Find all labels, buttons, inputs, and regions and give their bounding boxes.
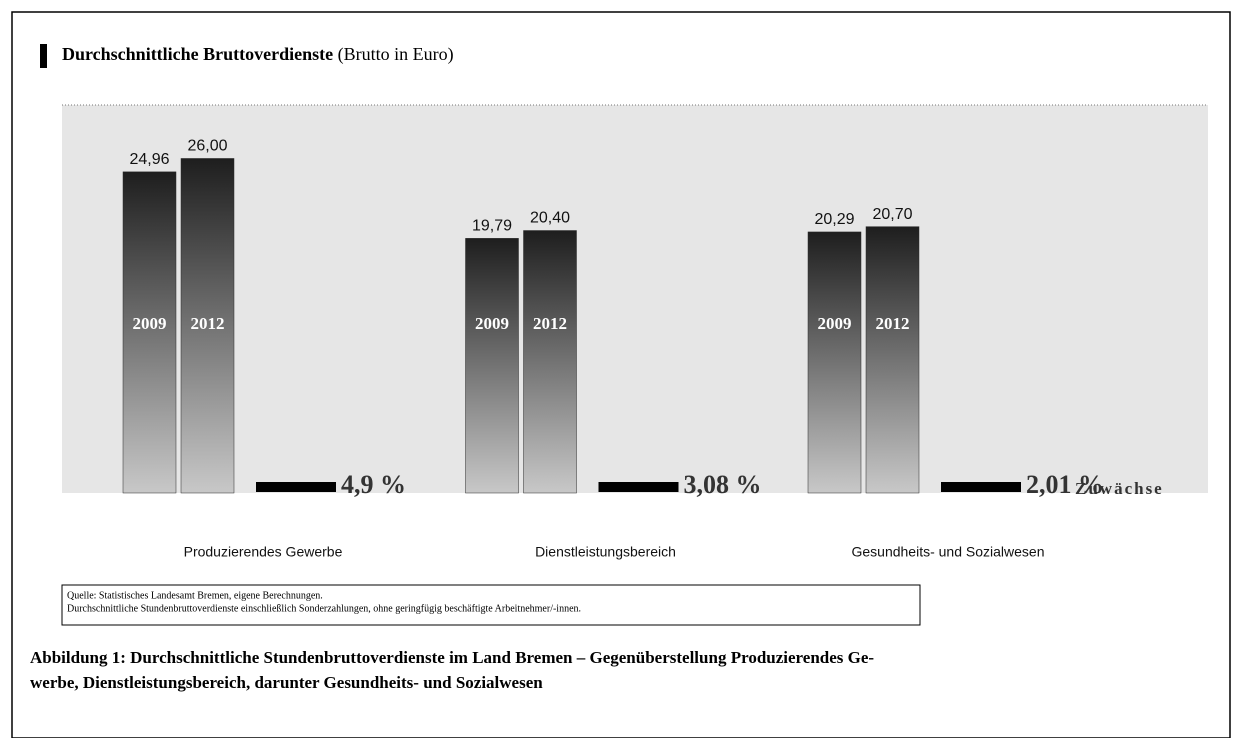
bar <box>808 232 861 493</box>
title-line: Durchschnittliche Bruttoverdienste (Brut… <box>62 44 454 65</box>
value-label: 20,70 <box>872 206 912 223</box>
series-label: 2009 <box>818 314 852 333</box>
growth-bar <box>256 482 336 492</box>
category-label: Dienstleistungsbereich <box>535 544 676 560</box>
series-label: 2012 <box>876 314 910 333</box>
source-line: Durchschnittliche Stundenbruttoverdienst… <box>67 603 581 614</box>
chart-subtitle: (Brutto in Euro) <box>338 44 454 65</box>
value-label: 19,79 <box>472 218 512 235</box>
value-label: 26,00 <box>187 138 227 155</box>
bar <box>866 227 919 493</box>
caption: Abbildung 1: Durchschnittliche Stundenbr… <box>30 648 874 667</box>
value-label: 24,96 <box>129 151 169 168</box>
page: {"chart_data":{"type":"bar","title":"Dur… <box>0 0 1243 743</box>
chart: Durchschnittliche Bruttoverdienste (Brut… <box>0 0 1243 738</box>
growth-bar <box>941 482 1021 492</box>
growth-name: Zuwächse <box>1075 479 1164 498</box>
source-line: Quelle: Statistisches Landesamt Bremen, … <box>67 590 323 601</box>
value-label: 20,40 <box>530 210 570 227</box>
value-label: 20,29 <box>814 211 854 228</box>
bar <box>466 238 519 493</box>
chart-title: Durchschnittliche Bruttoverdienste <box>62 44 333 64</box>
growth-label: 3,08 % <box>684 470 762 499</box>
series-label: 2012 <box>533 314 567 333</box>
category-label: Produzierendes Gewerbe <box>184 544 343 560</box>
growth-label: 4,9 % <box>341 470 406 499</box>
growth-bar <box>599 482 679 492</box>
caption: werbe, Dienstleistungsbereich, darunter … <box>30 673 543 692</box>
series-label: 2009 <box>133 314 167 333</box>
category-label: Gesundheits- und Sozialwesen <box>851 544 1044 560</box>
series-label: 2012 <box>191 314 225 333</box>
bar <box>524 231 577 493</box>
title-marker <box>40 44 47 68</box>
series-label: 2009 <box>475 314 509 333</box>
